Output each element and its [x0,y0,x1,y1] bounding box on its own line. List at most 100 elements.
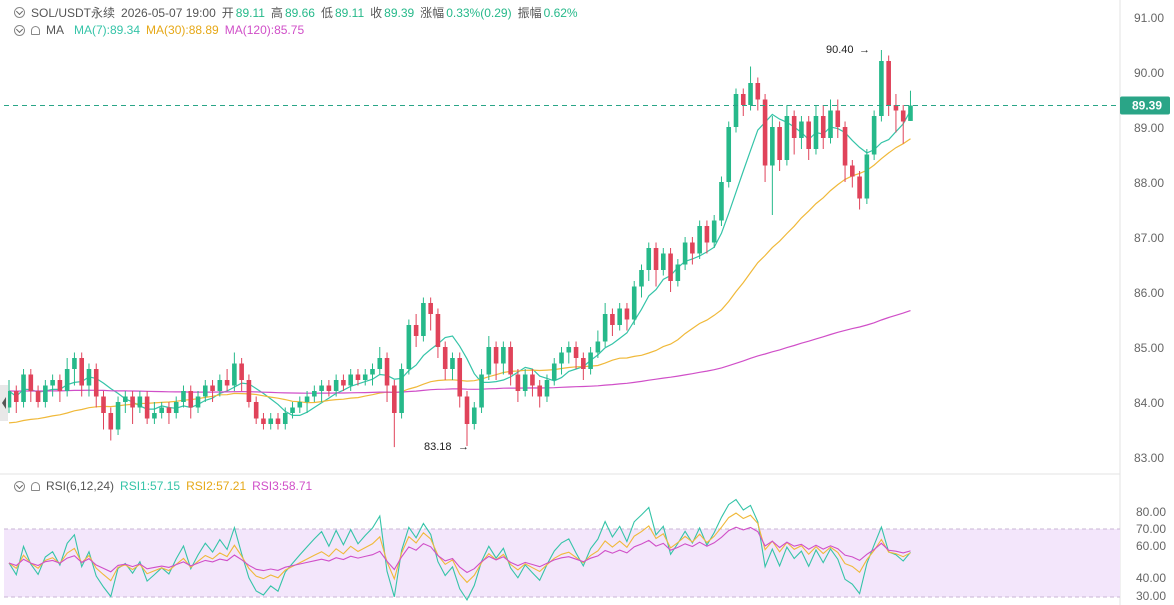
candle-body [457,358,463,397]
candle-body [50,380,55,386]
rsi-band [4,529,1120,597]
candle-body [740,94,746,105]
scroll-left-handle[interactable] [0,385,8,421]
candle-body [108,413,114,430]
candles [6,50,913,448]
candle-body [290,407,295,413]
candle-body [697,226,702,254]
candle-body [908,105,913,121]
candle-body [806,121,811,149]
candle-body [879,61,884,116]
high-value: 89.66 [284,5,315,20]
candle-body [333,380,339,391]
candle-body [173,402,179,413]
price-tick: 87.00 [1134,231,1164,245]
price-tick: 83.00 [1134,451,1164,465]
candle-body [144,396,150,419]
candle-body [319,385,324,391]
close-label: 收 [370,6,383,20]
alert-bell-icon[interactable] [31,25,40,35]
price-tick: 90.00 [1134,66,1164,80]
current-price-label: 89.39 [1132,99,1162,113]
candle-body [748,83,753,105]
candle-body [682,242,688,265]
rsi-alert-bell-icon[interactable] [31,481,40,491]
low-value: 89.11 [334,5,365,20]
candle-body [93,369,99,397]
candle-body [544,380,550,397]
candle-body [450,358,455,369]
ma7-line [8,110,912,416]
change-label: 涨幅 [420,6,445,20]
candle-body [602,314,608,342]
price-tick: 89.00 [1134,121,1164,135]
candle-body [755,83,761,100]
candle-body [690,242,695,254]
svg-text:80.00: 80.00 [1136,505,1166,519]
candle-body [413,325,419,336]
rsi-axis: 80.00 70.00 60.00 40.00 30.00 [1136,505,1166,603]
rsi-collapse-icon[interactable] [14,480,25,492]
candle-body [210,385,215,391]
high-arrow: → [859,44,870,56]
candle-body [493,347,499,364]
rsi-lines [8,498,911,601]
candle-body [595,341,601,353]
candle-body [406,325,412,369]
candle-body [471,407,477,424]
rsi-legend: RSI(6,12,24) RSI1:57.15 RSI2:57.21 RSI3:… [14,479,318,493]
candle-body [842,127,848,166]
candle-body [101,396,106,413]
candle-body [79,358,84,386]
current-price-tag: 89.39 [1120,96,1170,115]
candle-body [232,363,237,386]
collapse-toggle-icon[interactable] [14,7,25,18]
candle-body [35,391,41,402]
price-tick: 85.00 [1134,341,1164,355]
candle-body [239,363,244,380]
candle-body [21,374,26,402]
candle-body [217,380,223,391]
candle-body [326,385,332,391]
candle-body [384,358,390,386]
candle-body [733,94,739,127]
svg-text:40.00: 40.00 [1136,571,1166,585]
candle-body [86,369,92,386]
candle-body [719,182,724,221]
candle-body [355,374,361,380]
candle-body [479,374,484,408]
open-label: 开 [221,6,234,20]
candle-body [886,61,891,105]
candle-body [661,253,666,270]
candle-body [850,165,855,177]
candle-body [261,418,266,424]
candle-body [857,176,862,199]
rsi3-line [8,526,911,574]
candle-body [537,385,543,397]
rsi2-line [8,512,911,584]
candle-body [370,369,375,375]
candle-body [501,347,506,364]
price-tick: 86.00 [1134,286,1164,300]
candle-body [195,396,201,408]
candle-body [559,352,564,364]
ma-collapse-icon[interactable] [14,24,25,36]
price-tick: 84.00 [1134,396,1164,410]
candle-body [515,374,521,391]
change-value: 0.33%(0.29) [446,5,512,20]
candle-body [464,396,470,424]
price-tick: 91.00 [1134,11,1164,25]
candle-body [675,264,681,281]
svg-text:30.00: 30.00 [1136,589,1166,603]
candle-body [617,308,622,325]
candle-body [115,402,121,430]
candle-body [486,347,492,375]
candle-body [784,116,790,160]
close-value: 89.39 [384,5,415,20]
candle-body [362,374,368,380]
candle-body [573,347,579,358]
candle-body [624,308,630,320]
candle-body [159,407,164,413]
candle-body [653,248,659,270]
